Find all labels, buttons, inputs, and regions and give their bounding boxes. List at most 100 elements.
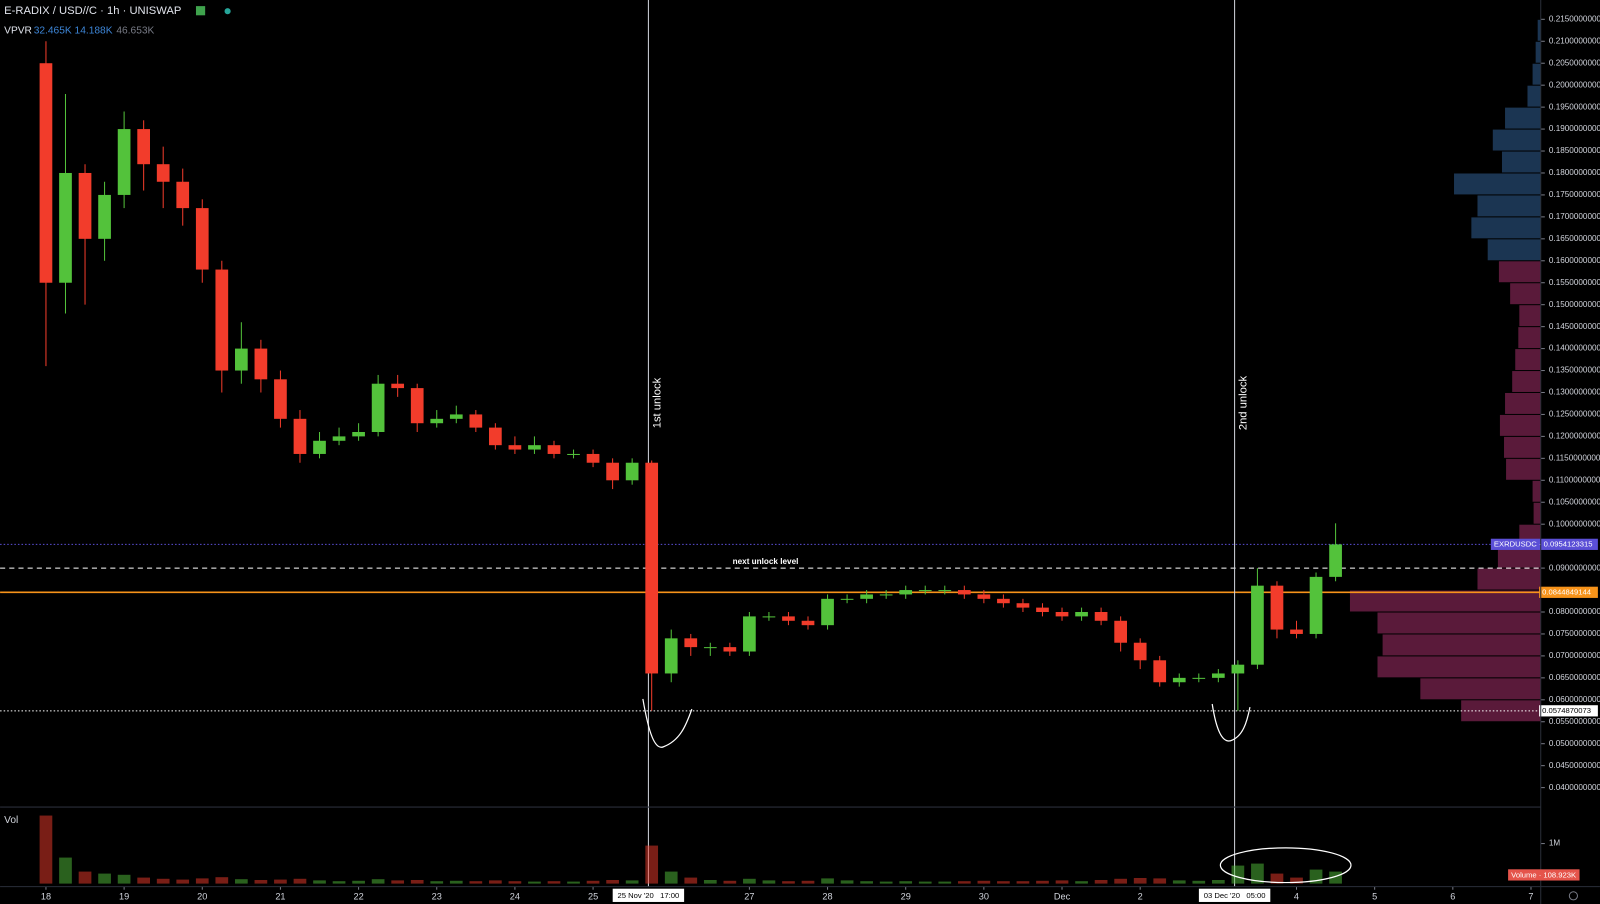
- candle-body: [743, 616, 756, 652]
- x-tick-label: 19: [119, 891, 129, 901]
- status-dot: [224, 8, 231, 15]
- x-tick-label: 18: [41, 891, 51, 901]
- candle-body: [1055, 612, 1069, 617]
- vertical-line-label: 1st unlock: [652, 377, 664, 428]
- volume-bar: [449, 880, 463, 884]
- volume-bar: [59, 857, 72, 884]
- candle-body: [1172, 677, 1186, 683]
- volume-profile-bar: [1505, 107, 1541, 129]
- x-tick-label: 4: [1294, 891, 1299, 901]
- candle-body: [137, 129, 151, 165]
- symbol-title: E-RADIX / USD//C · 1h · UNISWAP: [4, 5, 181, 17]
- candle-body: [508, 445, 522, 450]
- candle-body: [1153, 660, 1167, 683]
- candle-body: [723, 647, 737, 652]
- vertical-line-label: 2nd unlock: [1238, 376, 1250, 431]
- annotation-curve: [642, 698, 693, 748]
- time-label: 25 Nov '20 17:00: [618, 891, 680, 900]
- volume-profile-bar: [1535, 41, 1541, 63]
- volume-bar: [332, 881, 346, 884]
- candle-body: [1114, 620, 1127, 643]
- volume-profile-bar: [1377, 656, 1541, 678]
- volume-profile-bar: [1492, 129, 1541, 151]
- candle-body: [1133, 642, 1147, 661]
- x-tick-label: 20: [197, 891, 207, 901]
- x-tick-label: 22: [353, 891, 363, 901]
- volume-bar: [1231, 865, 1245, 884]
- candle-body: [1329, 544, 1342, 577]
- volume-profile-bar: [1515, 349, 1541, 371]
- volume-profile-bar: [1506, 458, 1541, 480]
- y-tick-label: 0.0750000000: [1549, 629, 1600, 638]
- y-tick-label: 0.0600000000: [1549, 695, 1600, 704]
- y-tick-label: 0.0450000000: [1549, 761, 1600, 770]
- candle-body: [703, 647, 717, 649]
- volume-profile-bar: [1499, 414, 1541, 436]
- candle-body: [489, 427, 502, 446]
- volume-profile-bar: [1532, 480, 1541, 502]
- y-tick-label: 0.1550000000: [1549, 278, 1600, 287]
- volume-profile-bar: [1510, 283, 1541, 305]
- x-tick-label: 29: [901, 891, 911, 901]
- candle-body: [1231, 664, 1245, 674]
- candle-body: [899, 590, 913, 595]
- candle-body: [293, 418, 307, 454]
- candle-body: [840, 598, 854, 600]
- volume-bar: [293, 878, 307, 884]
- volume-bar: [1192, 880, 1206, 884]
- volume-bar: [78, 871, 92, 884]
- y-tick-label: 0.1100000000: [1549, 475, 1600, 484]
- volume-bar: [274, 879, 287, 884]
- volume-bar: [860, 881, 873, 884]
- volume-profile-bar: [1497, 546, 1541, 568]
- volume-profile-bar: [1519, 305, 1541, 327]
- candle-body: [1075, 612, 1088, 617]
- y-tick-label: 0.2050000000: [1549, 58, 1600, 67]
- settings-icon[interactable]: [1568, 891, 1578, 901]
- x-tick-label: 23: [432, 891, 442, 901]
- y-tick-label: 0.1250000000: [1549, 410, 1600, 419]
- price-label: 0.0574870073: [1542, 706, 1591, 715]
- candle-body: [371, 383, 385, 433]
- y-tick-label: 0.1350000000: [1549, 366, 1600, 375]
- y-tick-label: 0.2150000000: [1549, 14, 1600, 23]
- price-label: EXRDUSDC · 0.0954123315: [1494, 539, 1593, 548]
- candle-body: [684, 638, 698, 648]
- volume-profile-bar: [1471, 217, 1541, 239]
- volume-bar: [782, 881, 795, 884]
- volume-bar: [957, 881, 971, 884]
- volume-label-box: [1508, 869, 1580, 881]
- candle-body: [1016, 603, 1030, 608]
- candle-body: [1036, 607, 1049, 613]
- volume-profile-bar: [1533, 502, 1541, 524]
- candle-body: [39, 63, 53, 283]
- candle-body: [469, 414, 483, 428]
- volume-bar: [625, 880, 639, 884]
- y-tick-label: 0.1200000000: [1549, 432, 1600, 441]
- status-flag: [195, 6, 206, 16]
- y-tick-label: 0.1450000000: [1549, 322, 1600, 331]
- y-tick-label: 0.1300000000: [1549, 388, 1600, 397]
- y-tick-label: 0.0650000000: [1549, 673, 1600, 682]
- line-annotation: next unlock level: [733, 557, 799, 566]
- candle-body: [234, 348, 248, 371]
- candle-body: [645, 462, 659, 674]
- volume-profile-bar: [1498, 261, 1541, 283]
- volume-bar: [1133, 877, 1147, 884]
- candle-body: [195, 208, 209, 270]
- candle-body: [59, 172, 72, 283]
- time-label-box: [612, 888, 685, 902]
- time-label-box: [1198, 888, 1271, 902]
- volume-bar: [489, 880, 502, 884]
- y-tick-label: 0.0800000000: [1549, 607, 1600, 616]
- candle-body: [997, 598, 1010, 604]
- volume-bar: [1016, 881, 1030, 884]
- y-tick-label: 0.2000000000: [1549, 80, 1600, 89]
- volume-bar: [645, 845, 659, 884]
- volume-bar: [1172, 880, 1186, 884]
- volume-bar: [918, 881, 932, 884]
- candle-body: [254, 348, 268, 380]
- x-tick-label: 25: [588, 891, 598, 901]
- volume-bar: [547, 881, 561, 884]
